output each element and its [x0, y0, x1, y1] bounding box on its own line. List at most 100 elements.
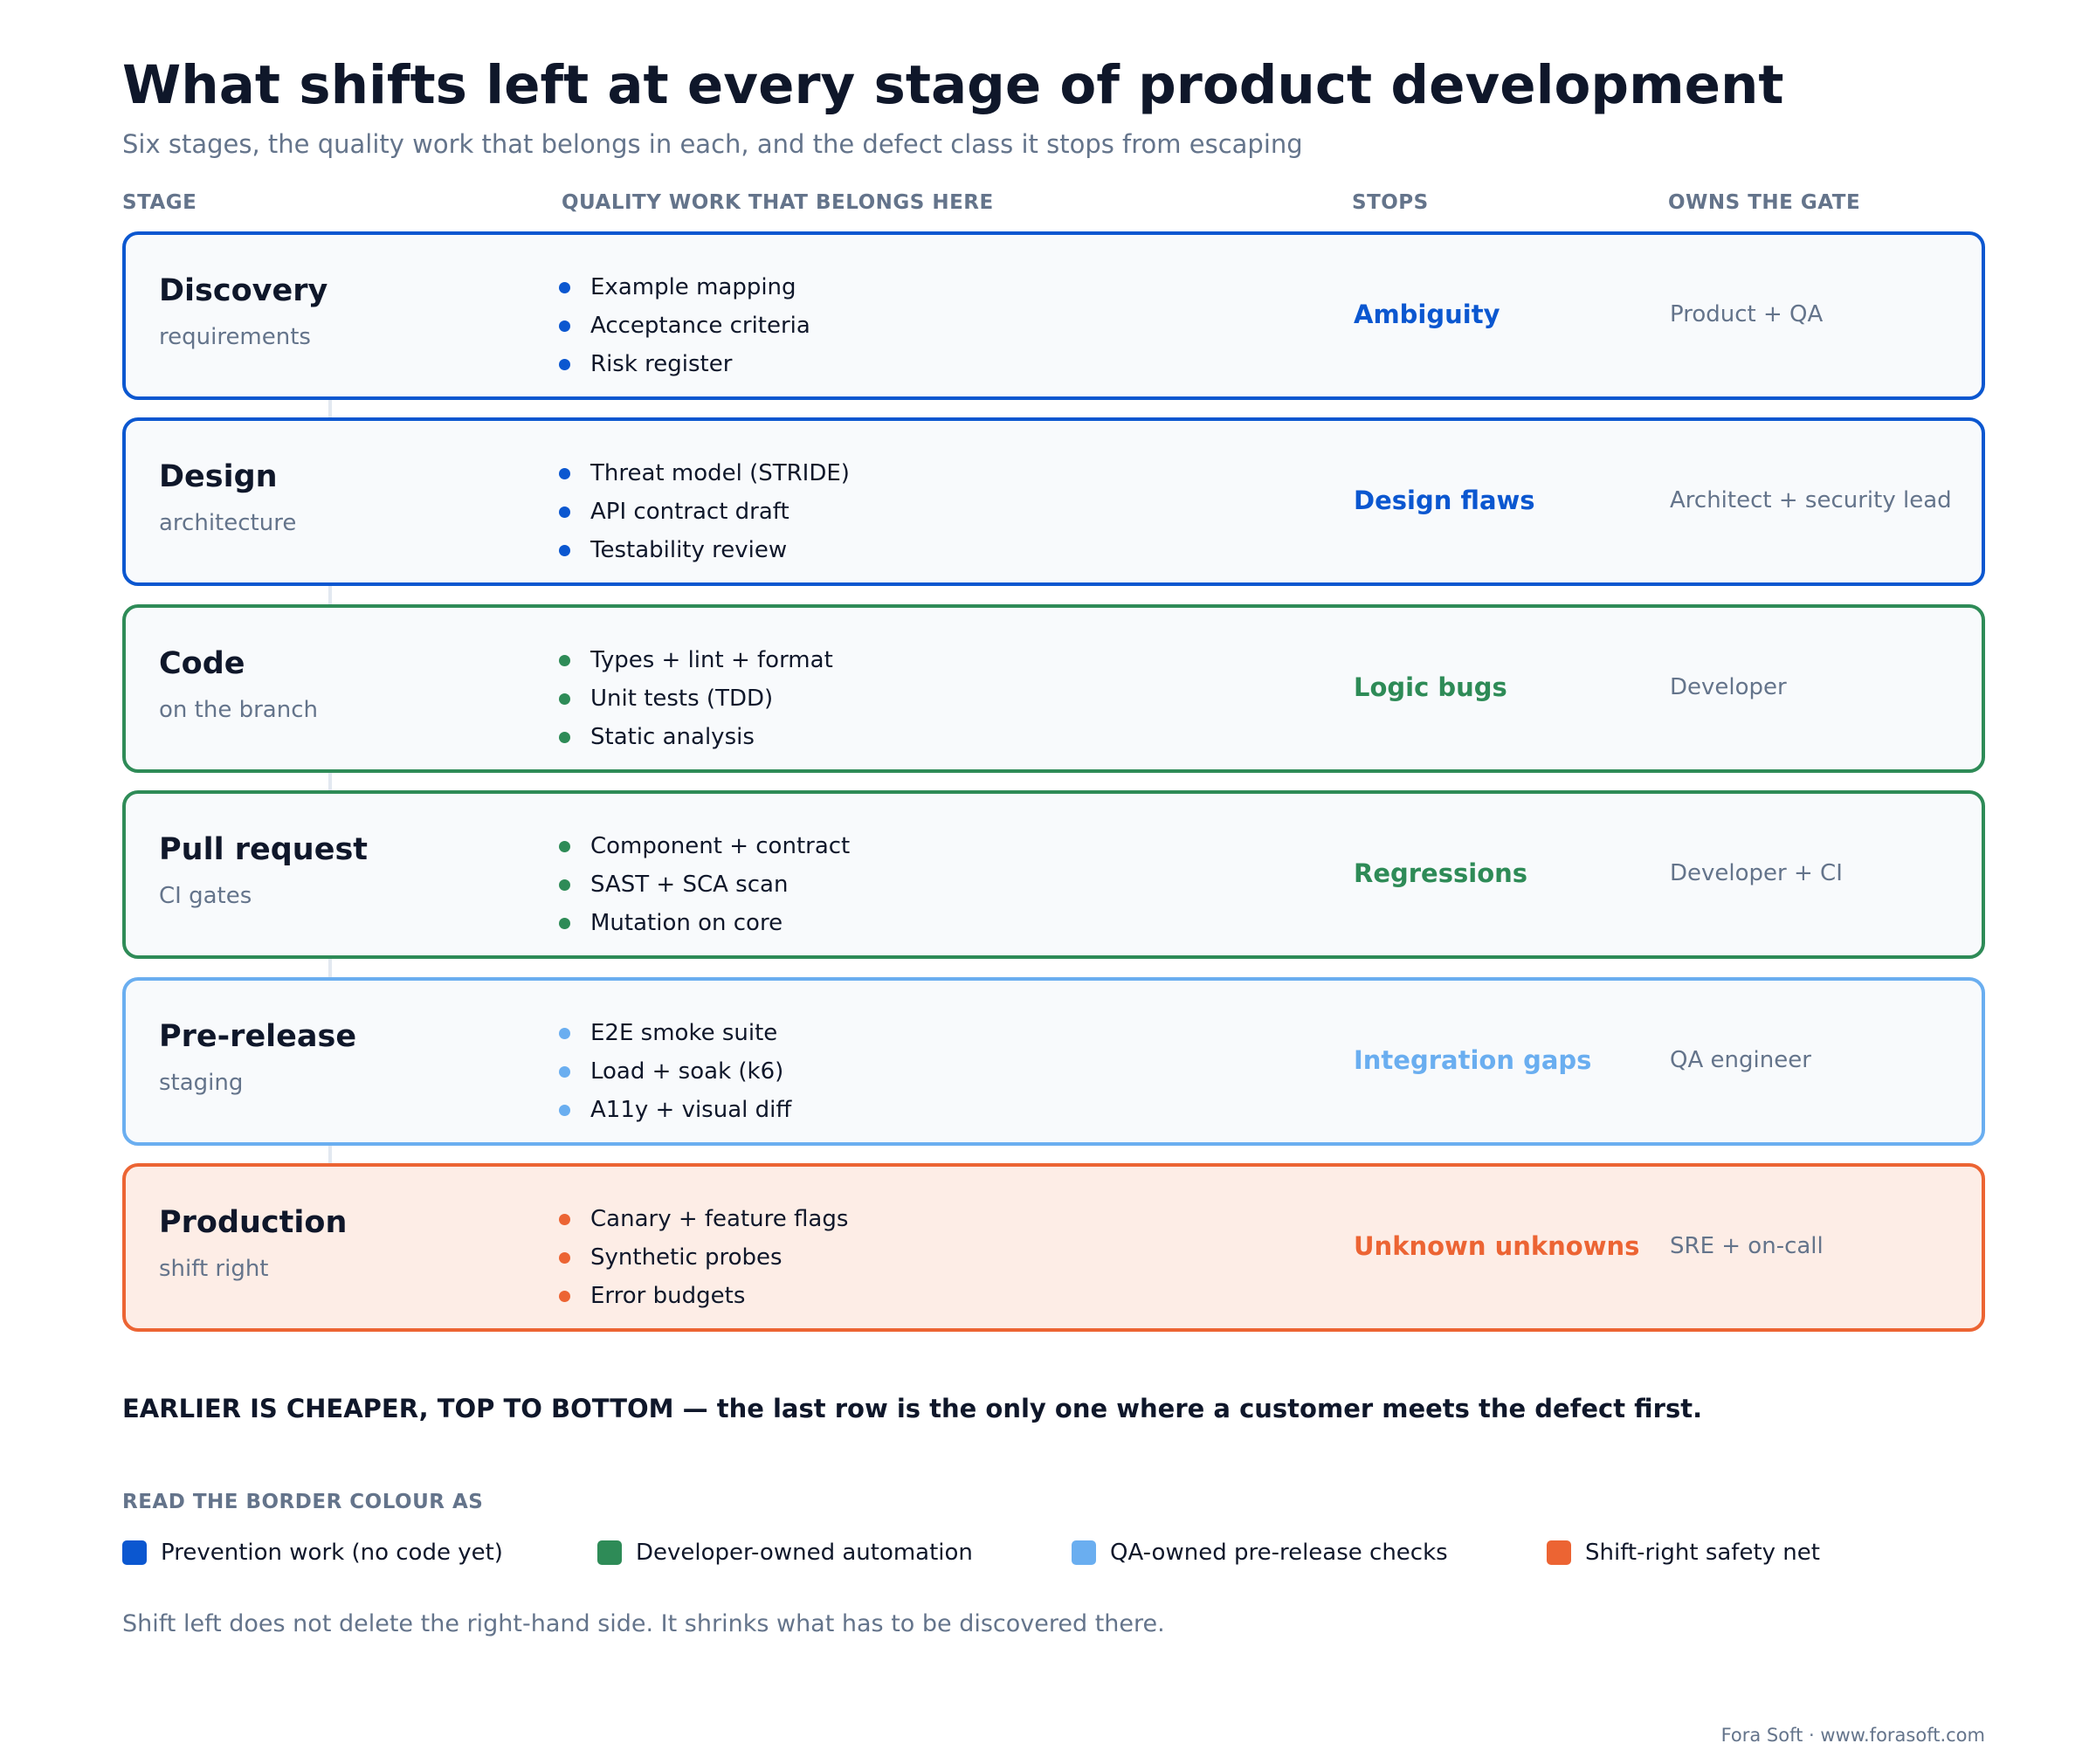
bullet-dot-icon [559, 545, 570, 556]
gate-owner: Product + QA [1670, 301, 1824, 327]
quality-work-text: Mutation on core [590, 910, 783, 936]
quality-work-text: SAST + SCA scan [590, 872, 789, 898]
quality-work-item: Testability review [559, 531, 850, 569]
stage-name: Pull request [159, 832, 369, 867]
legend-label: Shift-right safety net [1585, 1540, 1820, 1566]
stage-row: Pull request CI gates Component + contract… [122, 790, 1985, 959]
legend-swatch [1547, 1540, 1571, 1565]
legend-swatch [597, 1540, 622, 1565]
stage-subtitle: staging [159, 1070, 244, 1096]
quality-work-item: Load + soak (k6) [559, 1052, 791, 1091]
stage-name: Design [159, 459, 278, 494]
quality-work-list: Canary + feature flags Synthetic probes Er… [559, 1200, 848, 1315]
quality-work-text: Threat model (STRIDE) [590, 460, 850, 486]
footnote: Shift left does not delete the right-han… [122, 1610, 1165, 1637]
bullet-dot-icon [559, 1066, 570, 1078]
credit-line: Fora Soft · www.forasoft.com [1720, 1725, 1985, 1746]
stage-row: Discovery requirements Example mapping Acce… [122, 231, 1985, 400]
stage-subtitle: CI gates [159, 883, 252, 909]
page-title: What shifts left at every stage of produ… [122, 54, 1784, 116]
quality-work-item: A11y + visual diff [559, 1091, 791, 1129]
legend-title: READ THE BORDER COLOUR AS [122, 1491, 484, 1513]
bullet-dot-icon [559, 359, 570, 370]
bullet-dot-icon [559, 468, 570, 479]
quality-work-item: Types + lint + format [559, 641, 833, 679]
quality-work-text: Unit tests (TDD) [590, 686, 774, 712]
stage-name: Discovery [159, 273, 328, 308]
bullet-dot-icon [559, 1028, 570, 1039]
bullet-dot-icon [559, 1105, 570, 1116]
quality-work-item: Risk register [559, 345, 810, 383]
quality-work-item: Unit tests (TDD) [559, 679, 833, 718]
stage-subtitle: shift right [159, 1256, 269, 1282]
legend-label: Prevention work (no code yet) [161, 1540, 503, 1566]
quality-work-text: API contract draft [590, 499, 789, 525]
bullet-dot-icon [559, 655, 570, 666]
bullet-dot-icon [559, 1291, 570, 1302]
defect-class-stopped: Logic bugs [1354, 672, 1507, 702]
gate-owner: Developer + CI [1670, 860, 1843, 886]
column-header-work: QUALITY WORK THAT BELONGS HERE [562, 191, 994, 214]
quality-work-text: E2E smoke suite [590, 1020, 778, 1046]
quality-work-text: Load + soak (k6) [590, 1058, 784, 1085]
stage-name: Production [159, 1205, 348, 1240]
stage-subtitle: architecture [159, 510, 297, 536]
quality-work-text: Synthetic probes [590, 1244, 783, 1271]
defect-class-stopped: Regressions [1354, 858, 1528, 888]
bullet-dot-icon [559, 1214, 570, 1225]
legend-label: QA-owned pre-release checks [1110, 1540, 1448, 1566]
quality-work-item: Acceptance criteria [559, 307, 810, 345]
gate-owner: QA engineer [1670, 1047, 1811, 1073]
quality-work-item: Static analysis [559, 718, 833, 756]
legend-label: Developer-owned automation [636, 1540, 973, 1566]
column-header-owner: OWNS THE GATE [1668, 191, 1861, 214]
quality-work-item: Component + contract [559, 827, 850, 865]
stage-name: Pre-release [159, 1019, 357, 1054]
column-header-stage: STAGE [122, 191, 197, 214]
defect-class-stopped: Unknown unknowns [1354, 1231, 1640, 1261]
quality-work-item: SAST + SCA scan [559, 865, 850, 904]
bullet-dot-icon [559, 506, 570, 518]
bullet-dot-icon [559, 282, 570, 293]
stage-subtitle: requirements [159, 324, 311, 350]
quality-work-item: API contract draft [559, 493, 850, 531]
gate-owner: Architect + security lead [1670, 487, 1952, 513]
stage-row: Design architecture Threat model (STRIDE) A… [122, 417, 1985, 586]
quality-work-text: Canary + feature flags [590, 1206, 849, 1232]
column-header-stops: STOPS [1352, 191, 1429, 214]
quality-work-text: Acceptance criteria [590, 313, 810, 339]
page-subtitle: Six stages, the quality work that belong… [122, 129, 1303, 159]
bullet-dot-icon [559, 320, 570, 332]
quality-work-text: Types + lint + format [590, 647, 833, 673]
quality-work-list: Threat model (STRIDE) API contract draft T… [559, 454, 850, 569]
stage-name: Code [159, 646, 245, 681]
quality-work-item: Mutation on core [559, 904, 850, 942]
defect-class-stopped: Ambiguity [1354, 300, 1500, 329]
takeaway-text: EARLIER IS CHEAPER, TOP TO BOTTOM — the … [122, 1394, 1703, 1423]
defect-class-stopped: Design flaws [1354, 486, 1535, 515]
quality-work-text: Static analysis [590, 724, 755, 750]
quality-work-text: Testability review [590, 537, 788, 563]
stage-subtitle: on the branch [159, 697, 318, 723]
bullet-dot-icon [559, 1252, 570, 1264]
quality-work-text: A11y + visual diff [590, 1097, 792, 1123]
stage-row: Production shift right Canary + feature fl… [122, 1163, 1985, 1332]
bullet-dot-icon [559, 732, 570, 743]
stage-row: Code on the branch Types + lint + format Un… [122, 604, 1985, 773]
quality-work-item: Canary + feature flags [559, 1200, 848, 1238]
diagram-page: What shifts left at every stage of produ… [122, 0, 1985, 1764]
quality-work-text: Risk register [590, 351, 733, 377]
defect-class-stopped: Integration gaps [1354, 1045, 1592, 1075]
quality-work-list: Types + lint + format Unit tests (TDD) Sta… [559, 641, 833, 756]
quality-work-item: Synthetic probes [559, 1238, 848, 1277]
quality-work-list: E2E smoke suite Load + soak (k6) A11y + vi… [559, 1014, 791, 1129]
bullet-dot-icon [559, 841, 570, 852]
quality-work-text: Component + contract [590, 833, 851, 859]
quality-work-item: Example mapping [559, 268, 810, 307]
quality-work-item: Threat model (STRIDE) [559, 454, 850, 493]
legend-swatch [1072, 1540, 1096, 1565]
quality-work-text: Example mapping [590, 274, 796, 300]
gate-owner: SRE + on-call [1670, 1233, 1824, 1259]
gate-owner: Developer [1670, 674, 1787, 700]
quality-work-list: Example mapping Acceptance criteria Risk r… [559, 268, 810, 383]
